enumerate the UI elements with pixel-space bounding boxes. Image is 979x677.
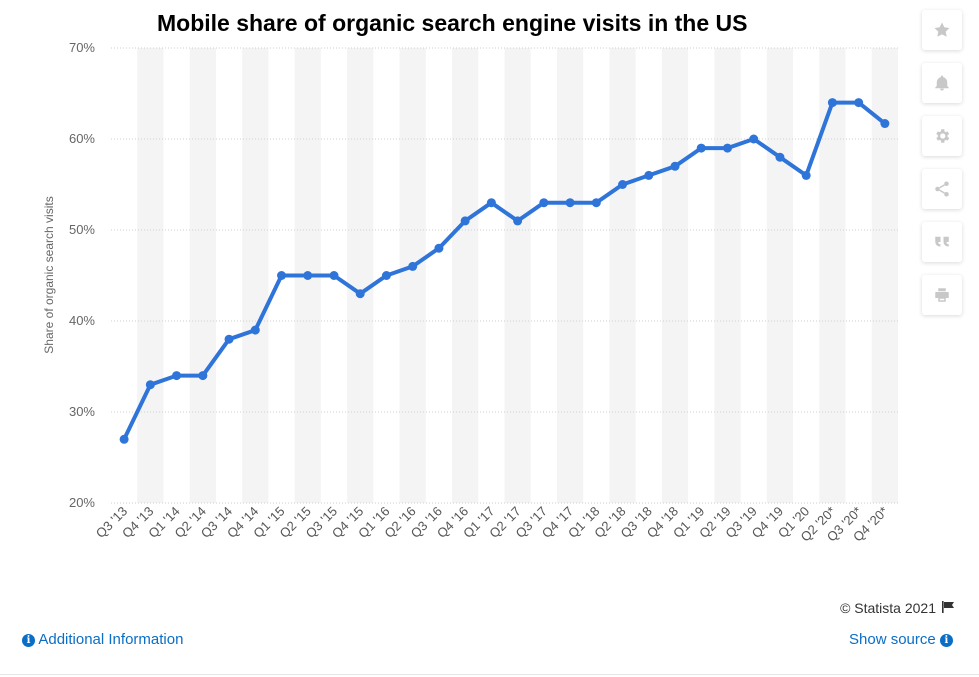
- data-point: [434, 243, 444, 253]
- band: [347, 48, 374, 503]
- chart-title: Mobile share of organic search engine vi…: [157, 10, 748, 36]
- data-point: [172, 371, 182, 381]
- info-icon: i: [22, 634, 35, 647]
- y-axis-ticks: 20% 30% 40% 50% 60% 70%: [69, 40, 95, 510]
- y-tick-label: 20%: [69, 495, 95, 510]
- band: [766, 48, 794, 503]
- band: [189, 48, 216, 503]
- gridlines: [111, 47, 898, 504]
- band: [452, 48, 479, 503]
- data-point: [880, 119, 890, 129]
- show-source-label: Show source: [849, 631, 936, 648]
- data-point: [722, 143, 732, 153]
- data-point: [408, 261, 418, 271]
- data-point: [775, 152, 785, 162]
- additional-information-label: Additional Information: [38, 631, 184, 648]
- band: [819, 48, 846, 503]
- y-tick-label: 30%: [69, 404, 95, 419]
- data-point: [539, 198, 549, 208]
- band: [137, 48, 164, 503]
- data-point: [644, 170, 654, 180]
- info-icon: i: [939, 634, 953, 647]
- data-point: [303, 271, 313, 280]
- band: [556, 48, 584, 503]
- data-point: [591, 198, 601, 208]
- data-point: [198, 371, 208, 381]
- notification-button[interactable]: [922, 63, 962, 103]
- band: [399, 48, 426, 503]
- y-tick-label: 60%: [69, 131, 95, 146]
- series-line: [122, 100, 887, 442]
- y-tick-label: 40%: [69, 313, 95, 328]
- data-point: [749, 134, 759, 144]
- print-icon: [935, 288, 949, 302]
- data-point: [854, 98, 864, 108]
- y-tick-label: 70%: [69, 40, 95, 55]
- data-point: [277, 271, 287, 280]
- data-point: [355, 289, 365, 299]
- band: [242, 48, 269, 503]
- band: [609, 48, 636, 503]
- star-icon: [934, 22, 950, 37]
- credit-text: © Statista 2021: [840, 600, 936, 616]
- data-point: [145, 380, 155, 390]
- y-tick-label: 50%: [69, 222, 95, 237]
- data-point: [801, 170, 811, 180]
- bell-icon: [935, 75, 949, 91]
- data-point: [119, 434, 129, 444]
- share-icon: [935, 181, 949, 197]
- settings-button[interactable]: [922, 116, 962, 156]
- data-point: [224, 334, 234, 344]
- band: [504, 48, 531, 503]
- data-point: [250, 325, 260, 335]
- data-point: [696, 143, 706, 153]
- data-point: [513, 216, 523, 226]
- print-button[interactable]: [922, 275, 962, 315]
- share-button[interactable]: [922, 169, 962, 209]
- data-point: [381, 271, 391, 280]
- data-point: [670, 161, 680, 171]
- gear-icon: [936, 129, 950, 143]
- data-point: [486, 198, 496, 208]
- band: [661, 48, 689, 503]
- band: [714, 48, 741, 503]
- copyright-credit: © Statista 2021: [840, 600, 956, 616]
- y-axis-label: Share of organic search visits: [42, 196, 56, 353]
- data-point: [565, 198, 575, 208]
- cite-button[interactable]: [922, 222, 962, 262]
- data-point: [827, 98, 837, 108]
- quote-icon: [935, 236, 949, 247]
- show-source-link[interactable]: Show source i: [849, 631, 953, 648]
- toolbar: [922, 10, 962, 328]
- data-point: [460, 216, 470, 226]
- additional-information-link[interactable]: i Additional Information: [22, 631, 183, 648]
- flag-icon[interactable]: [942, 600, 956, 616]
- divider: [0, 674, 979, 675]
- data-point: [618, 180, 628, 189]
- data-point: [329, 271, 339, 280]
- series: [119, 98, 890, 444]
- background-bands: [137, 48, 898, 503]
- favorite-button[interactable]: [922, 10, 962, 50]
